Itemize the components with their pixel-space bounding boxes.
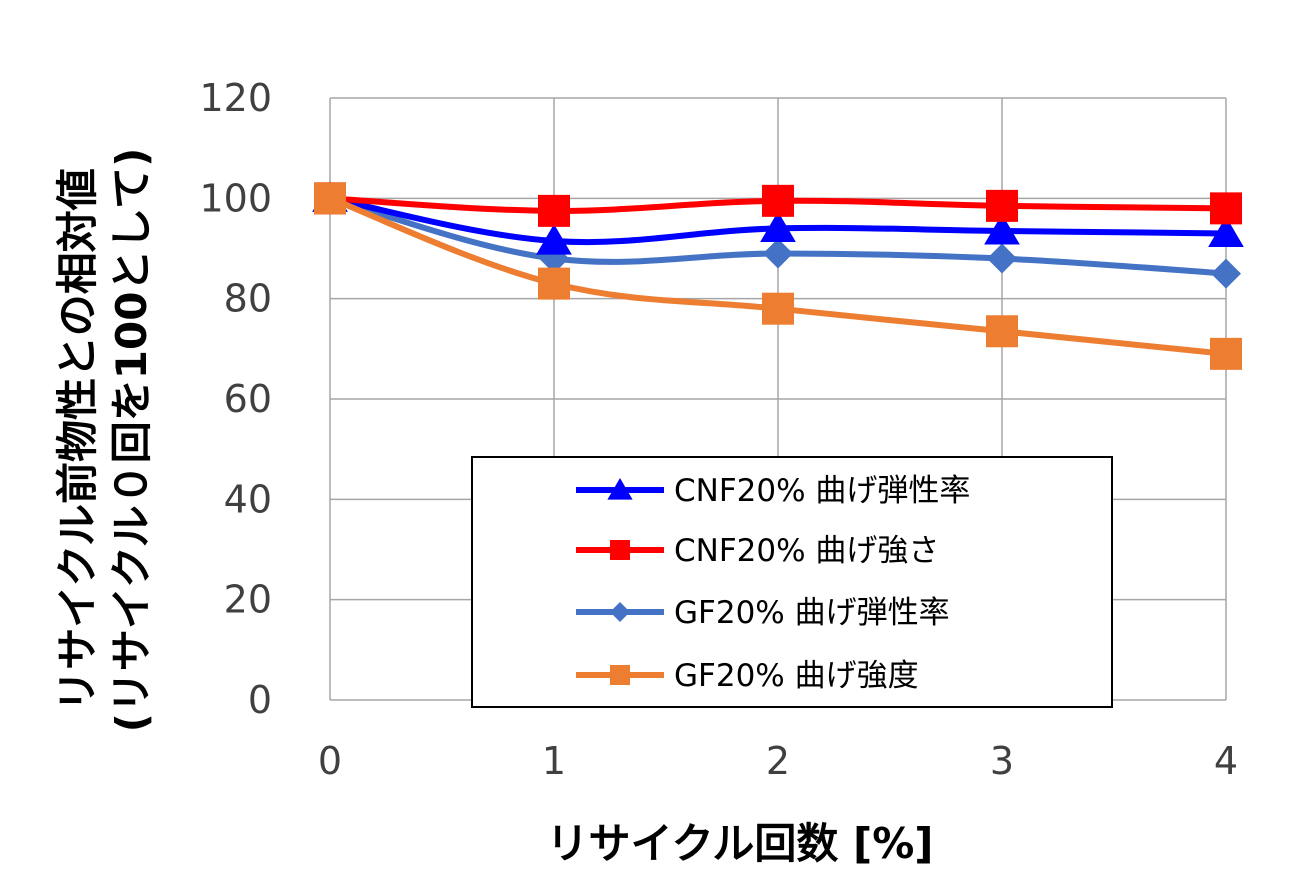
- data-point: [538, 194, 570, 227]
- y-tick-label: 20: [224, 578, 272, 622]
- data-point: [536, 223, 572, 255]
- y-axis-title-line2: (リサイクル０回を100として): [107, 148, 156, 733]
- data-point: [762, 184, 794, 217]
- y-tick-label: 120: [199, 76, 272, 120]
- data-point: [1210, 192, 1242, 225]
- legend: CNF20% 曲げ弾性率 CNF20% 曲げ強さ GF20% 曲げ弾性率 GF20% …: [471, 456, 1113, 708]
- legend-label: GF20% 曲げ強度: [674, 658, 919, 694]
- data-point: [987, 243, 1017, 274]
- x-axis-ticks: 0 1 2 3 4: [318, 739, 1238, 783]
- data-point: [538, 267, 570, 300]
- x-tick-label: 4: [1214, 739, 1238, 783]
- legend-marker: [610, 602, 630, 622]
- y-tick-label: 60: [224, 377, 272, 421]
- y-tick-label: 100: [199, 176, 272, 220]
- data-point: [984, 213, 1020, 245]
- x-tick-label: 2: [766, 739, 790, 783]
- data-point: [986, 315, 1018, 348]
- legend-box: [471, 456, 1113, 708]
- data-point: [763, 238, 793, 269]
- legend-label: CNF20% 曲げ弾性率: [674, 473, 970, 509]
- x-tick-label: 1: [542, 739, 566, 783]
- data-point: [1210, 337, 1242, 370]
- legend-label: GF20% 曲げ弾性率: [674, 595, 950, 631]
- series-group: [312, 181, 1244, 370]
- legend-marker: [610, 540, 630, 560]
- y-axis-ticks: 0 20 40 60 80 100 120: [199, 76, 272, 722]
- x-tick-label: 0: [318, 739, 342, 783]
- y-tick-label: 0: [248, 678, 272, 722]
- data-point: [986, 189, 1018, 222]
- y-tick-label: 80: [224, 277, 272, 321]
- legend-marker: [610, 665, 630, 685]
- y-axis-title-line1: リサイクル前物性との相対値: [53, 168, 102, 711]
- data-point: [314, 182, 346, 215]
- x-tick-label: 3: [990, 739, 1014, 783]
- data-point: [762, 292, 794, 325]
- data-point: [1211, 258, 1241, 289]
- y-tick-label: 40: [224, 477, 272, 521]
- data-point: [760, 211, 796, 243]
- series-3: [314, 182, 1242, 370]
- legend-label: CNF20% 曲げ強さ: [674, 533, 939, 569]
- data-point: [1208, 216, 1244, 248]
- x-axis-title: リサイクル回数 [%]: [547, 819, 934, 868]
- legend-marker: [607, 478, 633, 500]
